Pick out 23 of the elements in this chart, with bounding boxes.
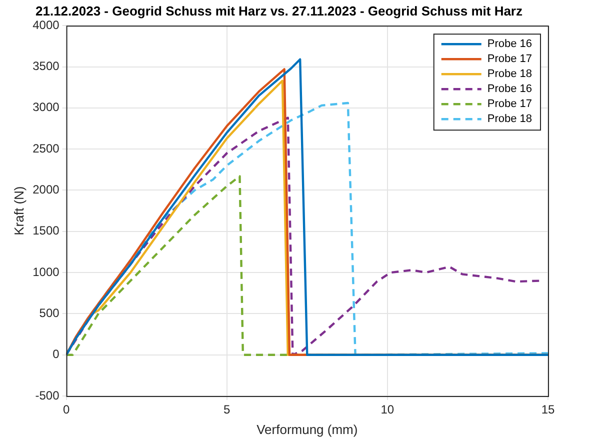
legend-label: Probe 18 [487,68,532,80]
y-tick-label: 3000 [32,100,60,114]
legend-label: Probe 17 [487,53,532,66]
y-tick-label: 1500 [32,224,60,238]
y-tick-label: 1000 [32,264,60,279]
x-tick-label: 5 [224,402,231,417]
y-tick-label: 500 [39,306,60,320]
x-tick-label: 0 [62,402,70,417]
y-tick-label: 2000 [32,182,60,197]
y-tick-label: -500 [35,388,60,402]
legend-label: Probe 16 [487,38,532,50]
legend-label: Probe 16 [487,83,532,96]
y-tick-label: 3500 [32,59,60,74]
chart-title: 21.12.2023 - Geogrid Schuss mit Harz vs. 27.11.2023 - Geogrid Schuss mit Harz [36,3,523,18]
x-axis-title: Verformung (mm) [256,422,358,437]
y-tick-label: 0 [52,347,60,362]
y-tick-label: 4000 [32,18,60,32]
y-axis-title: Kraft (N) [11,186,26,236]
y-tick-label: 2500 [32,141,60,156]
legend-label: Probe 17 [487,98,532,110]
x-tick-label: 10 [380,402,394,417]
x-tick-label: 15 [541,402,555,417]
legend-label: Probe 18 [487,113,532,126]
